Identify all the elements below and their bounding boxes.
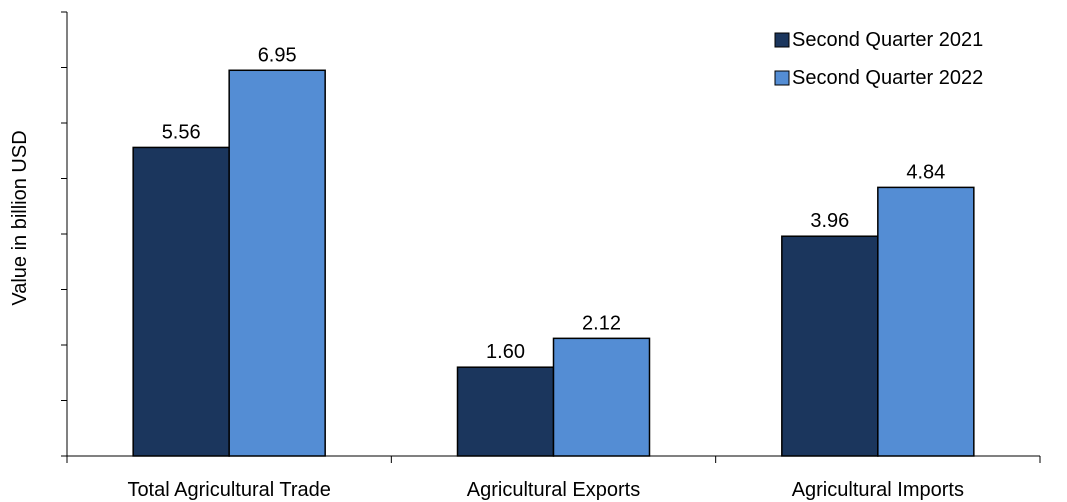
legend-swatch bbox=[774, 32, 790, 48]
bar-2-3 bbox=[877, 186, 975, 457]
bar-1-2 bbox=[456, 366, 555, 457]
bar-2-2 bbox=[552, 337, 651, 457]
x-tick-label: Agricultural Exports bbox=[467, 479, 640, 501]
x-axis-ticks bbox=[66, 456, 1041, 463]
legend-label: Second Quarter 2021 bbox=[792, 29, 983, 51]
bar-1-1 bbox=[132, 146, 230, 457]
data-label: 4.84 bbox=[906, 161, 945, 183]
data-label: 6.95 bbox=[258, 44, 297, 66]
legend: Second Quarter 2021 Second Quarter 2022 bbox=[774, 29, 983, 89]
data-label: 5.56 bbox=[162, 121, 201, 143]
bar-1-3 bbox=[781, 235, 879, 457]
bar-2-1 bbox=[228, 69, 326, 457]
x-tick-label: Agricultural Imports bbox=[792, 479, 964, 501]
data-labels: 5.56 6.95 1.60 2.12 3.96 4.84 bbox=[162, 44, 946, 363]
data-label: 1.60 bbox=[486, 341, 525, 363]
x-tick-labels: Total Agricultural Trade Agricultural Exp… bbox=[127, 479, 964, 501]
y-axis-title: Value in billion USD bbox=[9, 130, 31, 305]
y-axis-ticks bbox=[61, 11, 67, 457]
legend-label: Second Quarter 2022 bbox=[792, 67, 983, 89]
data-label: 3.96 bbox=[810, 210, 849, 232]
bars bbox=[132, 69, 975, 457]
data-label: 2.12 bbox=[582, 312, 621, 334]
legend-swatch bbox=[774, 70, 790, 86]
x-tick-label: Total Agricultural Trade bbox=[127, 479, 330, 501]
